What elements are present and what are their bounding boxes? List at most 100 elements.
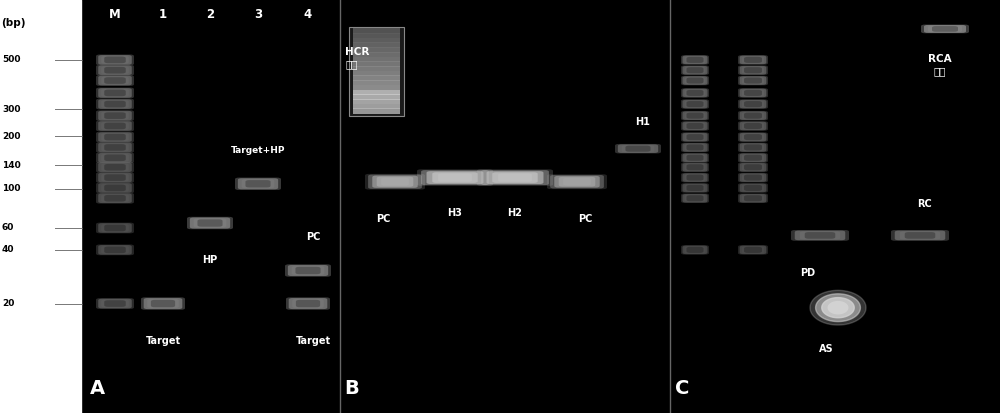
Bar bbox=[353, 66, 400, 71]
FancyBboxPatch shape bbox=[738, 162, 768, 172]
FancyBboxPatch shape bbox=[742, 184, 764, 192]
FancyBboxPatch shape bbox=[686, 185, 704, 191]
FancyBboxPatch shape bbox=[104, 154, 126, 161]
FancyBboxPatch shape bbox=[96, 55, 134, 65]
Bar bbox=[353, 80, 400, 85]
Text: H2: H2 bbox=[508, 208, 522, 218]
FancyBboxPatch shape bbox=[235, 178, 281, 190]
FancyBboxPatch shape bbox=[740, 76, 766, 85]
FancyBboxPatch shape bbox=[795, 230, 845, 240]
FancyBboxPatch shape bbox=[681, 76, 709, 85]
FancyBboxPatch shape bbox=[492, 172, 538, 183]
FancyBboxPatch shape bbox=[101, 76, 129, 85]
FancyBboxPatch shape bbox=[96, 142, 134, 153]
FancyBboxPatch shape bbox=[487, 171, 543, 184]
FancyBboxPatch shape bbox=[684, 133, 706, 141]
Bar bbox=[353, 76, 400, 81]
FancyBboxPatch shape bbox=[615, 144, 661, 153]
FancyBboxPatch shape bbox=[98, 162, 132, 172]
FancyBboxPatch shape bbox=[744, 195, 762, 201]
Text: 60: 60 bbox=[2, 223, 14, 233]
FancyBboxPatch shape bbox=[681, 99, 709, 109]
FancyBboxPatch shape bbox=[905, 232, 935, 239]
FancyBboxPatch shape bbox=[438, 173, 472, 182]
FancyBboxPatch shape bbox=[104, 144, 126, 151]
FancyBboxPatch shape bbox=[738, 193, 768, 203]
FancyBboxPatch shape bbox=[101, 194, 129, 202]
Text: 20: 20 bbox=[2, 299, 14, 308]
Text: 200: 200 bbox=[2, 132, 20, 141]
Text: PC: PC bbox=[578, 214, 592, 224]
Bar bbox=[353, 85, 400, 90]
FancyBboxPatch shape bbox=[686, 175, 704, 180]
FancyBboxPatch shape bbox=[625, 146, 651, 152]
FancyBboxPatch shape bbox=[684, 154, 706, 161]
FancyBboxPatch shape bbox=[684, 184, 706, 192]
FancyBboxPatch shape bbox=[98, 245, 132, 255]
FancyBboxPatch shape bbox=[686, 164, 704, 170]
Text: 2: 2 bbox=[206, 8, 214, 21]
FancyBboxPatch shape bbox=[98, 88, 132, 98]
FancyBboxPatch shape bbox=[190, 218, 230, 228]
FancyBboxPatch shape bbox=[681, 183, 709, 192]
FancyBboxPatch shape bbox=[682, 122, 708, 130]
FancyBboxPatch shape bbox=[684, 89, 706, 97]
FancyBboxPatch shape bbox=[96, 88, 134, 98]
FancyBboxPatch shape bbox=[547, 174, 607, 189]
Text: HP: HP bbox=[202, 255, 218, 265]
FancyBboxPatch shape bbox=[104, 300, 126, 307]
FancyBboxPatch shape bbox=[96, 132, 134, 142]
FancyBboxPatch shape bbox=[197, 219, 223, 227]
FancyBboxPatch shape bbox=[740, 173, 766, 182]
FancyBboxPatch shape bbox=[96, 152, 134, 163]
FancyBboxPatch shape bbox=[681, 173, 709, 183]
FancyBboxPatch shape bbox=[550, 175, 604, 188]
FancyBboxPatch shape bbox=[101, 66, 129, 74]
FancyBboxPatch shape bbox=[744, 145, 762, 150]
FancyBboxPatch shape bbox=[738, 153, 768, 162]
FancyBboxPatch shape bbox=[101, 112, 129, 120]
FancyBboxPatch shape bbox=[101, 224, 129, 232]
Text: 300: 300 bbox=[2, 105, 20, 114]
FancyBboxPatch shape bbox=[238, 178, 278, 189]
Text: PC: PC bbox=[306, 233, 320, 242]
Bar bbox=[353, 43, 400, 48]
FancyBboxPatch shape bbox=[744, 78, 762, 83]
FancyBboxPatch shape bbox=[682, 112, 708, 120]
FancyBboxPatch shape bbox=[622, 145, 654, 152]
FancyBboxPatch shape bbox=[686, 195, 704, 201]
Text: PD: PD bbox=[800, 268, 816, 278]
Bar bbox=[353, 104, 400, 109]
Polygon shape bbox=[816, 294, 860, 322]
FancyBboxPatch shape bbox=[740, 89, 766, 97]
FancyBboxPatch shape bbox=[104, 90, 126, 96]
FancyBboxPatch shape bbox=[744, 90, 762, 96]
FancyBboxPatch shape bbox=[98, 132, 132, 142]
FancyBboxPatch shape bbox=[891, 230, 949, 241]
FancyBboxPatch shape bbox=[681, 193, 709, 203]
FancyBboxPatch shape bbox=[377, 177, 413, 187]
Bar bbox=[353, 71, 400, 76]
FancyBboxPatch shape bbox=[682, 154, 708, 162]
FancyBboxPatch shape bbox=[900, 231, 940, 240]
FancyBboxPatch shape bbox=[96, 183, 134, 193]
FancyBboxPatch shape bbox=[684, 164, 706, 171]
FancyBboxPatch shape bbox=[104, 174, 126, 181]
FancyBboxPatch shape bbox=[104, 134, 126, 140]
FancyBboxPatch shape bbox=[96, 75, 134, 86]
FancyBboxPatch shape bbox=[554, 176, 600, 188]
FancyBboxPatch shape bbox=[682, 163, 708, 171]
FancyBboxPatch shape bbox=[686, 134, 704, 140]
Text: Target+HP: Target+HP bbox=[231, 146, 285, 155]
FancyBboxPatch shape bbox=[742, 56, 764, 64]
FancyBboxPatch shape bbox=[681, 142, 709, 152]
FancyBboxPatch shape bbox=[742, 195, 764, 202]
FancyBboxPatch shape bbox=[738, 111, 768, 121]
FancyBboxPatch shape bbox=[98, 299, 132, 309]
FancyBboxPatch shape bbox=[96, 110, 134, 121]
FancyBboxPatch shape bbox=[684, 174, 706, 181]
FancyBboxPatch shape bbox=[96, 223, 134, 233]
FancyBboxPatch shape bbox=[96, 244, 134, 255]
FancyBboxPatch shape bbox=[98, 183, 132, 193]
Bar bbox=[353, 99, 400, 104]
